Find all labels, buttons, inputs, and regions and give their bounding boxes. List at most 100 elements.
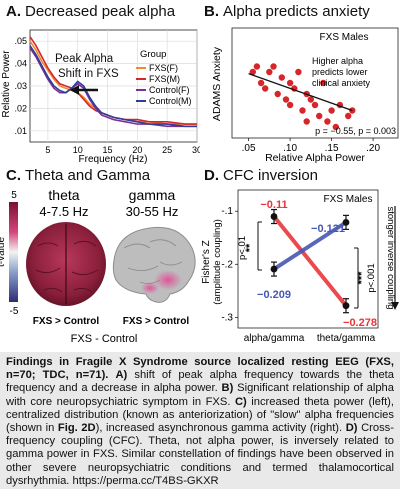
- note-line-1: Higher alpha: [312, 56, 363, 66]
- gamma-compare-label: FXS > Control: [123, 316, 190, 327]
- sig-right-p: p<.001: [366, 263, 377, 292]
- legend-label: FXS(F): [149, 63, 178, 73]
- caption-b-label: B): [221, 382, 234, 395]
- x-tick-label: .20: [366, 143, 380, 154]
- panel-a-title: A. Decreased peak alpha: [6, 3, 176, 20]
- stats-label: p = −0.55, p = 0.003: [315, 126, 396, 136]
- value-label-blue-alpha: −0.209: [257, 289, 291, 301]
- caption-a-label: A): [115, 369, 128, 382]
- scatter-point: [282, 96, 290, 103]
- colorbar-label: t-value: [0, 237, 7, 267]
- legend-label: Control(F): [149, 85, 190, 95]
- scatter-point: [345, 112, 352, 120]
- x-tick-label: 15: [103, 145, 113, 155]
- mean-point: [342, 302, 350, 310]
- scatter-point: [303, 118, 310, 125]
- gamma-range: 30-55 Hz: [126, 204, 179, 219]
- subset-label: FXS Males: [320, 32, 369, 43]
- scatter-point: [262, 85, 269, 92]
- panel-a-chart: Relative Power .01 .02 .03 .04 .05 5 10 15 20 25…: [1, 29, 200, 165]
- note-line-2: predicts lower: [312, 67, 368, 77]
- value-label-red-alpha: −0.11: [260, 199, 287, 211]
- panel-d-title: D. CFC inversion: [204, 167, 319, 184]
- cfc-line-fxs: [272, 215, 348, 307]
- scatter-point: [266, 68, 273, 76]
- scatter-point: [299, 107, 306, 114]
- y-tick-label: .03: [14, 81, 27, 91]
- x-tick-label: .05: [242, 143, 256, 154]
- y-axis-label: ADAMS Anxiety: [211, 46, 223, 121]
- caption-c-text: increased theta power (left), centralize…: [6, 395, 395, 435]
- scatter-point: [328, 107, 335, 114]
- sig-right-stars: ***: [356, 271, 368, 285]
- sig-bracket-right: [354, 247, 359, 309]
- y-tick-label: .01: [14, 126, 27, 136]
- sig-left-stars: **: [244, 243, 256, 252]
- sig-left-p: p<.01: [237, 236, 248, 260]
- scatter-point: [307, 96, 314, 103]
- scatter-point: [286, 79, 294, 87]
- scatter-point: [316, 112, 323, 120]
- mean-point: [342, 218, 350, 226]
- x-tick-label: 25: [162, 145, 172, 155]
- panel-b-title: B. Alpha predicts anxiety: [204, 3, 370, 20]
- theta-compare-label: FXS > Control: [33, 316, 100, 327]
- y-axis-label-2: (amplitude coupling): [212, 219, 223, 305]
- y-tick-label: -.2: [221, 259, 233, 270]
- scatter-point: [278, 74, 285, 81]
- figure-caption: Findings in Fragile X Syndrome source lo…: [0, 352, 400, 489]
- difference-label: FXS - Control: [71, 333, 138, 345]
- cfc-line-control: [272, 220, 348, 271]
- annotation-arrow: [70, 85, 98, 95]
- x-tick-label: 20: [132, 145, 142, 155]
- regression-line: [248, 72, 353, 112]
- panel-c-figure: 5 t-value -5 theta 4-7.5 Hz FXS > Contro…: [0, 187, 196, 345]
- annotation-line-1: Peak Alpha: [55, 53, 114, 65]
- y-axis-label: Relative Power: [1, 50, 12, 118]
- value-label-red-theta: −0.278: [343, 317, 377, 329]
- scatter-point: [286, 101, 294, 109]
- legend-label: FXS(M): [149, 74, 180, 84]
- caption-b-text: Significant relationship of alpha with c…: [6, 382, 394, 408]
- caption-c-text-2: ), increased asynchronous gamma activity…: [95, 422, 343, 435]
- caption-d-label: D): [345, 422, 358, 435]
- gamma-label: gamma: [129, 187, 176, 203]
- colorbar: [9, 202, 18, 302]
- y-tick-label: -.1: [221, 206, 233, 217]
- gamma-brain-image: [112, 226, 196, 303]
- x-tick-label: alpha/gamma: [244, 333, 305, 344]
- y-tick-label: .05: [14, 36, 27, 46]
- x-axis-label: Frequency (Hz): [79, 154, 148, 165]
- scatter-point: [274, 90, 281, 98]
- note-line-3: clinical anxiety: [312, 78, 371, 88]
- sig-bracket-left: [257, 221, 262, 271]
- y-tick-label: .02: [14, 103, 27, 113]
- x-tick-label: theta/gamma: [317, 333, 376, 344]
- series-line-controlm: [29, 45, 197, 128]
- scatter-point: [311, 101, 319, 109]
- scatter-point: [249, 68, 256, 76]
- x-tick-label: .10: [283, 143, 297, 154]
- y-tick-label: .04: [14, 59, 27, 69]
- x-tick-label: 30: [192, 145, 200, 155]
- x-tick-label: .15: [325, 143, 339, 154]
- side-arrow: [391, 206, 399, 310]
- series-line-fxsm: [29, 36, 197, 125]
- legend-title: Group: [140, 49, 166, 60]
- panel-d-chart: Fisher's Z (amplitude coupling) -.1 -.2 -.…: [201, 189, 399, 344]
- x-tick-label: 10: [73, 145, 83, 155]
- scatter-point: [257, 79, 265, 87]
- legend-label: Control(M): [149, 96, 192, 106]
- theta-brain-image: [26, 222, 106, 306]
- colorbar-min: -5: [10, 306, 19, 317]
- theta-range: 4-7.5 Hz: [39, 204, 88, 219]
- scatter-point: [270, 63, 277, 70]
- scatter-point: [295, 68, 302, 76]
- caption-d-text: Cross-frequency coupling (CFC). Theta, n…: [6, 422, 395, 487]
- side-label: stonger inverse coupling: [385, 207, 396, 310]
- panel-b-chart: ADAMS Anxiety .05 .10 .15 .20 FXS Males Hig…: [211, 27, 399, 164]
- x-axis-label: Relative Alpha Power: [265, 152, 365, 164]
- scatter-point: [324, 118, 331, 125]
- mean-point: [270, 265, 278, 273]
- theta-label: theta: [48, 187, 79, 203]
